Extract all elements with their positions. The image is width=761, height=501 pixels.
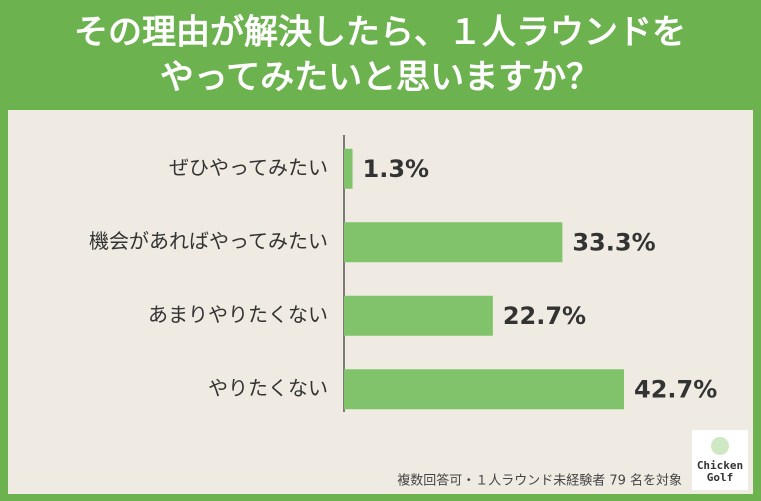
value-label: 22.7% [503,302,586,330]
chart-title: その理由が解決したら、１人ラウンドを [74,13,686,53]
note: 複数回答可・１人ラウンド未経験者 79 名を対象 [397,473,682,489]
chart-title: やってみたいと思いますか？ [160,58,600,98]
category-label: ぜひやってみたい [169,155,328,179]
category-label: やりたくない [208,376,328,400]
bar [344,148,353,189]
value-label: 42.7% [634,375,717,403]
bar [344,295,493,336]
logo-icon [711,437,729,455]
value-label: 1.3% [363,155,430,183]
bar [344,369,624,410]
category-label: 機会があればやってみたい [89,229,328,253]
logo-text: Golf [707,471,734,484]
value-label: 33.3% [572,228,655,256]
logo-text: Chicken [697,459,743,472]
bar [344,222,563,263]
category-label: あまりやりたくない [148,302,328,326]
